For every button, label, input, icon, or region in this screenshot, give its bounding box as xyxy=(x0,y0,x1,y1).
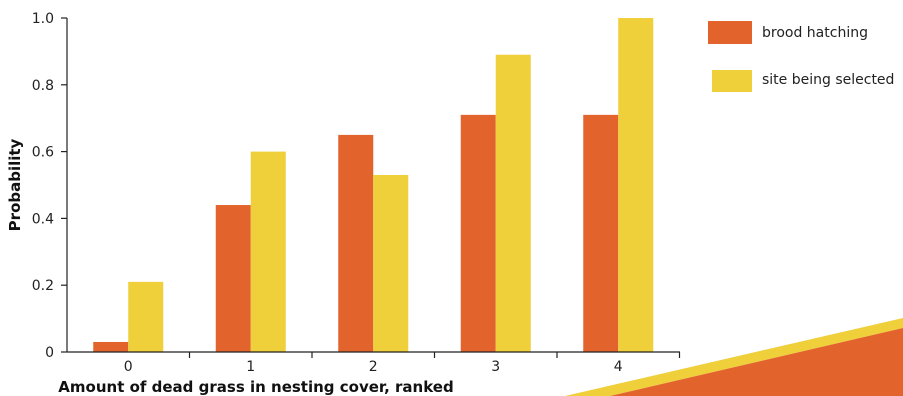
bar-site-being-selected-4 xyxy=(618,18,654,352)
bar-site-being-selected-0 xyxy=(128,281,164,352)
y-tick-label: 0 xyxy=(45,345,54,361)
bars-group xyxy=(93,18,654,353)
y-axis-title: Probability xyxy=(6,138,24,231)
y-tick-label: 0.2 xyxy=(32,278,54,294)
x-tick-label: 2 xyxy=(369,359,378,375)
legend-label-site-being-selected: site being selected xyxy=(762,72,894,88)
bar-brood-hatching-3 xyxy=(460,114,496,352)
bar-site-being-selected-1 xyxy=(250,151,286,352)
y-tick-label: 0.8 xyxy=(32,78,54,94)
bar-brood-hatching-0 xyxy=(93,341,129,352)
x-tick-label: 4 xyxy=(614,359,623,375)
x-axis-title: Amount of dead grass in nesting cover, r… xyxy=(58,378,453,396)
x-tick-label: 3 xyxy=(491,359,500,375)
bar-site-being-selected-2 xyxy=(373,174,409,352)
axes xyxy=(66,18,680,353)
x-ticks: 0 1 2 3 4 xyxy=(124,352,681,375)
y-tick-label: 1.0 xyxy=(32,11,54,27)
y-tick-label: 0.4 xyxy=(32,211,54,227)
legend-swatch-brood-hatching xyxy=(708,21,752,44)
legend-swatch-site-being-selected xyxy=(712,70,752,92)
legend: brood hatching site being selected xyxy=(708,21,894,92)
y-ticks: 0 0.2 0.4 0.6 0.8 1.0 xyxy=(32,11,67,361)
decorative-swoosh xyxy=(565,318,903,396)
x-tick-label: 1 xyxy=(246,359,255,375)
bar-brood-hatching-2 xyxy=(338,134,374,352)
legend-label-brood-hatching: brood hatching xyxy=(762,25,868,41)
y-tick-label: 0.6 xyxy=(32,145,54,161)
bar-brood-hatching-1 xyxy=(215,205,251,352)
x-tick-label: 0 xyxy=(124,359,133,375)
bar-site-being-selected-3 xyxy=(495,54,531,353)
bar-brood-hatching-4 xyxy=(583,114,619,352)
